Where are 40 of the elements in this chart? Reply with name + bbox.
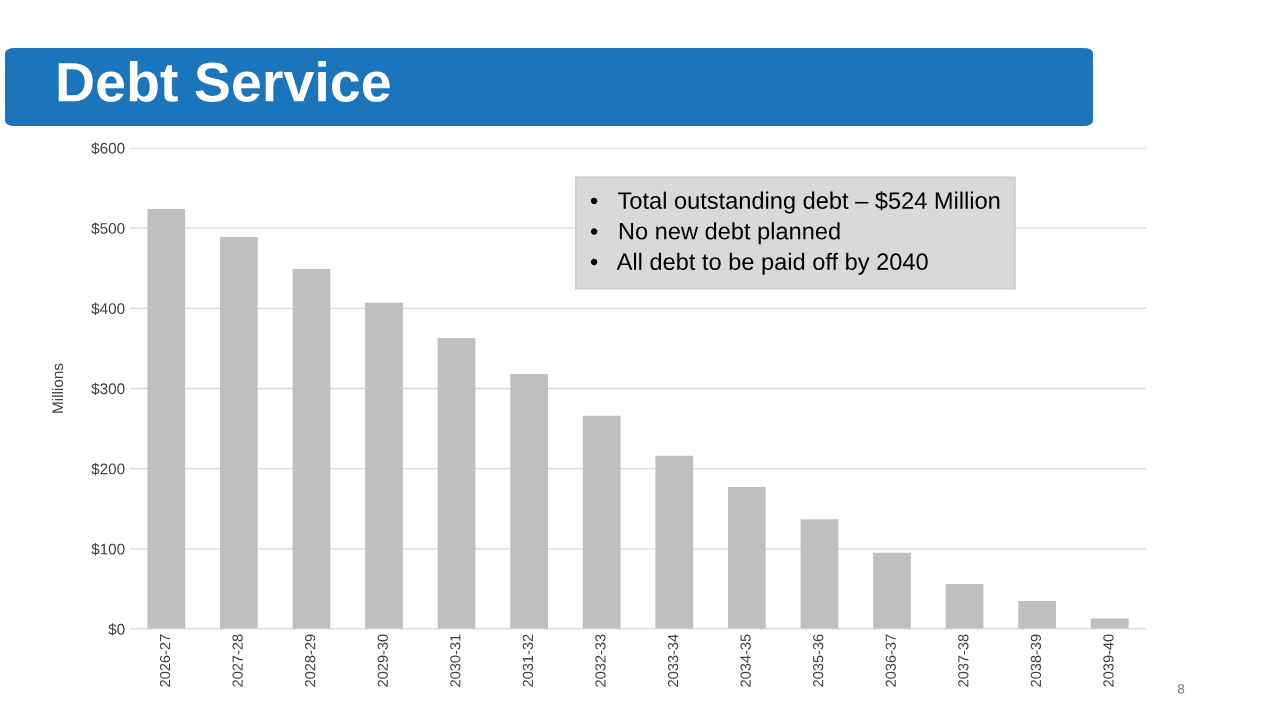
bar [147,208,186,629]
x-tick-label: 2034-35 [740,634,751,687]
annotation: • No new debt planned [590,222,840,245]
bar [945,584,984,629]
x-tick-label: 2039-40 [1103,634,1114,687]
bar [437,338,476,629]
y-tick-label: $400 [91,302,125,315]
x-tick-label: 2029-30 [377,634,388,687]
x-tick-label: 2033-34 [667,634,679,687]
x-tick-label: 2027-28 [232,634,243,687]
bar [727,487,766,629]
x-tick-label: 2030-31 [450,634,461,687]
x-tick-label: 2035-36 [813,634,824,687]
chart-title: Debt Service [58,61,390,102]
y-tick-label: $0 [108,623,125,636]
y-tick-label: $500 [91,222,125,235]
text: 8 [1177,683,1185,694]
annotation: • All debt to be paid off by 2040 [590,252,928,275]
x-tick-label: 2037-38 [958,634,969,687]
bar [655,455,694,629]
bar [219,236,258,629]
y-axis-title: Millions [51,363,64,413]
x-tick-label: 2032-33 [595,634,606,687]
x-tick-label: 2026-27 [159,634,171,687]
y-tick-label: $300 [91,382,125,396]
annotation: • Total outstanding debt – $524 Million [590,191,1000,214]
bar [873,552,911,629]
y-tick-label: $200 [91,462,125,476]
x-tick-label: 2038-39 [1030,634,1042,687]
bar [365,302,403,629]
y-tick-label: $100 [91,543,125,556]
bar [582,415,621,629]
y-tick-label: $600 [91,142,125,155]
x-tick-label: 2031-32 [522,634,534,687]
bar [1018,600,1057,629]
bar [800,519,839,629]
bar [510,374,549,629]
x-tick-label: 2036-37 [885,634,896,687]
x-tick-label: 2028-29 [305,634,316,687]
bar [292,269,331,629]
